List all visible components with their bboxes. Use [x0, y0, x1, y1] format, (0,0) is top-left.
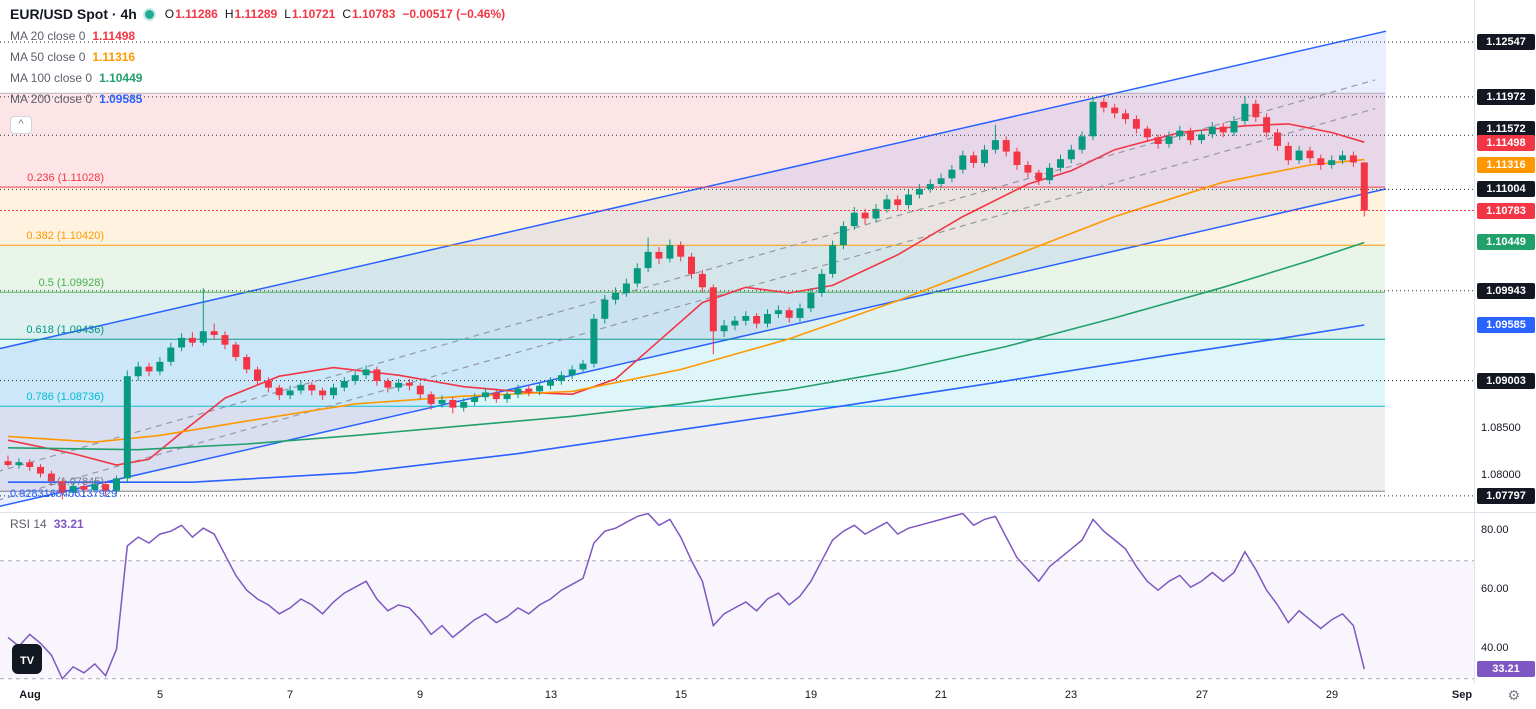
ma-20-value: 1.11498	[92, 29, 136, 43]
price-axis-badge: 1.11972	[1477, 89, 1535, 105]
price-axis-badge: 1.09003	[1477, 373, 1535, 389]
time-axis-tick: 13	[544, 689, 558, 701]
rsi-legend[interactable]: RSI 14 33.21	[10, 517, 84, 531]
low-value: 1.10721	[291, 7, 336, 21]
logo-text: TV	[20, 655, 35, 667]
price-axis-badge: 1.12547	[1477, 34, 1535, 50]
high-label: H	[224, 7, 234, 21]
ma-200-legend[interactable]: MA 200 close 0 1.09585	[10, 92, 505, 106]
time-axis-tick: 15	[674, 689, 688, 701]
symbol-title[interactable]: EUR/USD Spot · 4h	[10, 6, 137, 22]
close-value: 1.10783	[351, 7, 396, 21]
price-axis-badge: 1.11572	[1477, 121, 1535, 137]
rsi-pane[interactable]	[0, 512, 1536, 684]
time-axis-tick: 29	[1325, 689, 1339, 701]
rsi-label: RSI 14	[10, 517, 47, 531]
price-axis-badge: 1.11498	[1477, 135, 1535, 151]
price-axis-badge: 1.07797	[1477, 488, 1535, 504]
legend-title-row: EUR/USD Spot · 4h O 1.11286 H 1.11289 L 1.1…	[10, 6, 505, 22]
settings-gear-icon[interactable]: ⚙	[1507, 687, 1520, 703]
ma-200-value: 1.09585	[99, 92, 143, 106]
time-axis-tick: Sep	[1451, 689, 1473, 701]
chevron-up-icon: ^	[18, 118, 24, 130]
ma-50-value: 1.11316	[92, 50, 136, 64]
ma100-line[interactable]	[7, 241, 1365, 451]
rsi-plot[interactable]	[0, 512, 1474, 681]
ma-100-legend[interactable]: MA 100 close 0 1.10449	[10, 71, 505, 85]
price-axis-badge: 1.10449	[1477, 234, 1535, 250]
rsi-axis-tick: 40.00	[1481, 642, 1509, 654]
open-label: O	[164, 7, 175, 21]
high-value: 1.11289	[234, 7, 278, 21]
price-axis-badge: 1.09585	[1477, 317, 1535, 333]
low-label: L	[284, 7, 291, 21]
pane-divider[interactable]	[0, 512, 1536, 513]
ma-50-legend[interactable]: MA 50 close 0 1.11316	[10, 50, 505, 64]
ma-20-legend[interactable]: MA 20 close 0 1.11498	[10, 29, 505, 43]
ma-100-label: MA 100 close 0	[10, 71, 93, 85]
price-axis-badge: 1.11316	[1477, 157, 1535, 173]
fib-retracement-lines[interactable]	[0, 92, 1385, 492]
price-pane[interactable]	[0, 0, 1536, 512]
rsi-line[interactable]	[7, 512, 1366, 681]
price-axis-badge: 1.11004	[1477, 181, 1535, 197]
rsi-value-badge: 33.21	[1477, 661, 1535, 677]
time-axis-tick: 19	[804, 689, 818, 701]
rsi-axis-tick: 80.00	[1481, 524, 1509, 536]
ma50-line[interactable]	[7, 158, 1365, 443]
time-axis-tick: 27	[1195, 689, 1209, 701]
ma-50-label: MA 50 close 0	[10, 50, 86, 64]
tradingview-logo[interactable]: TV	[12, 644, 42, 674]
price-axis-divider	[1474, 0, 1475, 684]
close-label: C	[342, 7, 351, 21]
logo-background	[12, 644, 42, 674]
candles-series[interactable]	[4, 96, 1368, 500]
time-axis-tick: 9	[416, 689, 424, 701]
rsi-axis-tick: 60.00	[1481, 583, 1509, 595]
dashed-trendlines[interactable]	[0, 79, 1376, 501]
price-axis-tick: 1.08500	[1481, 422, 1521, 434]
time-axis-tick: 21	[934, 689, 948, 701]
open-value: 1.11286	[175, 7, 218, 21]
ma-200-label: MA 200 close 0	[10, 92, 93, 106]
ma-100-value: 1.10449	[99, 71, 143, 85]
time-axis-tick: 5	[156, 689, 164, 701]
price-axis-tick: 1.08000	[1481, 469, 1521, 481]
price-axis-badge: 1.10783	[1477, 203, 1535, 219]
price-axis-badge: 1.09943	[1477, 283, 1535, 299]
change-value: −0.00517 (−0.46%)	[402, 7, 506, 21]
ohlc-readout: O 1.11286 H 1.11289 L 1.10721 C 1.10783 −0.0…	[158, 7, 505, 21]
time-axis-tick: Aug	[19, 689, 41, 701]
rsi-value: 33.21	[53, 517, 84, 531]
ma200-line[interactable]	[8, 324, 1365, 484]
chart-legend: EUR/USD Spot · 4h O 1.11286 H 1.11289 L 1.1…	[10, 6, 505, 134]
ma-20-label: MA 20 close 0	[10, 29, 86, 43]
time-axis[interactable]: Aug 5 7 9 13 15 19 21 23 27 29 Sep ⚙	[0, 684, 1536, 709]
legend-collapse-button[interactable]: ^	[10, 116, 32, 134]
time-axis-tick: 23	[1064, 689, 1078, 701]
market-status-icon[interactable]	[144, 9, 154, 19]
time-axis-tick: 7	[286, 689, 294, 701]
